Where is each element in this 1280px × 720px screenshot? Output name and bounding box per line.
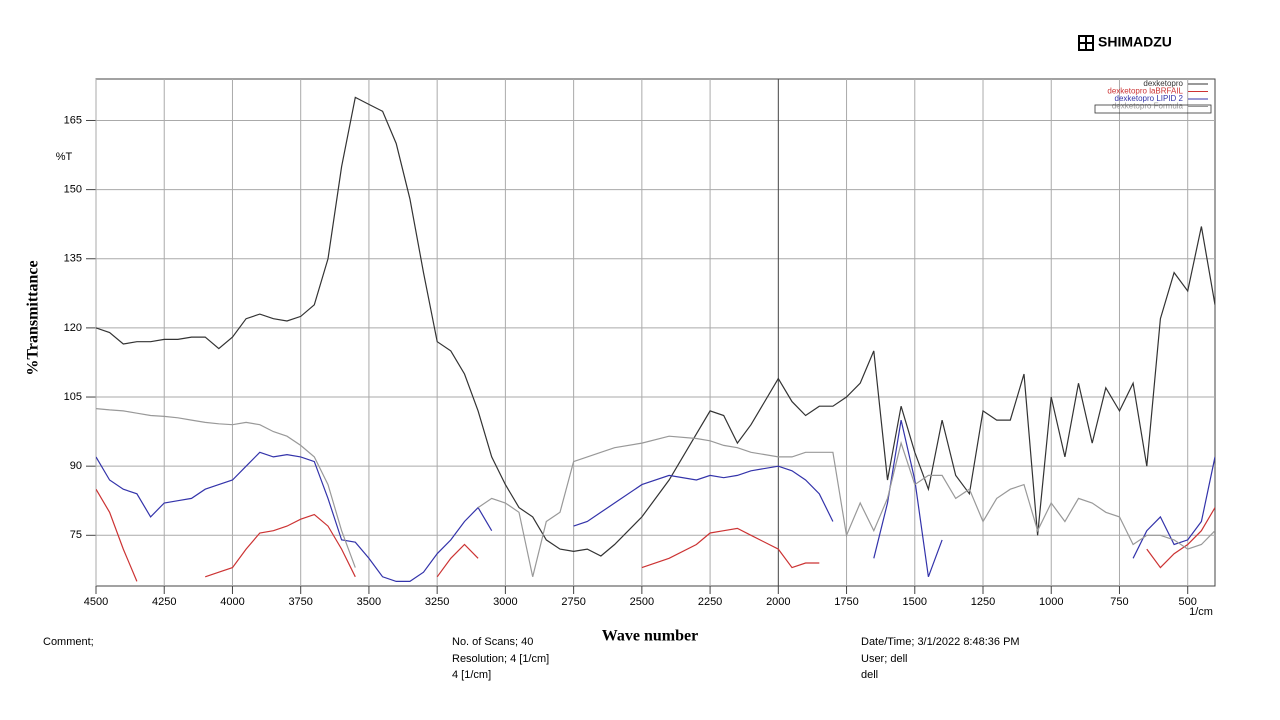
legend-label: dexketopro laBRFAIL [1107, 87, 1183, 96]
brand: SHIMADZU [1098, 34, 1172, 50]
x-tick-label: 3500 [357, 596, 381, 608]
series-line [96, 419, 1215, 582]
x-tick-label: 750 [1110, 596, 1128, 608]
datetime: Date/Time; 3/1/2022 8:48:36 PM [861, 636, 1020, 648]
x-tick-label: 2000 [766, 596, 790, 608]
legend-label: dexketopro LIPID 2 [1115, 94, 1184, 103]
resolution: Resolution; 4 [1/cm] [452, 653, 549, 665]
series-line [96, 96, 1215, 557]
x-tick-label: 4000 [220, 596, 244, 608]
legend-label: dexketopro [1143, 79, 1183, 88]
scans: No. of Scans; 40 [452, 636, 533, 648]
x-tick-label: 1750 [834, 596, 858, 608]
y-tick-label: 165 [64, 114, 82, 126]
x-tick-label: 3750 [288, 596, 312, 608]
x-tick-label: 500 [1179, 596, 1197, 608]
y-unit: %T [56, 151, 73, 163]
plot-area [96, 96, 1215, 582]
y-axis-title: %Transmittance [25, 260, 42, 375]
y-tick-label: 90 [70, 460, 82, 472]
y-tick-label: 120 [64, 322, 82, 334]
user: dell [861, 669, 878, 681]
x-tick-label: 1000 [1039, 596, 1063, 608]
logo: SHIMADZU [1078, 34, 1172, 51]
series-line [96, 488, 1215, 582]
x-unit: 1/cm [1189, 606, 1213, 618]
resolution: 4 [1/cm] [452, 669, 491, 681]
y-tick-label: 75 [70, 529, 82, 541]
x-tick-label: 4250 [152, 596, 176, 608]
user: User; dell [861, 653, 907, 665]
y-tick-label: 135 [64, 253, 82, 265]
legend-label: dexketopro Formula [1112, 102, 1184, 111]
x-tick-label: 2500 [630, 596, 654, 608]
series-line [96, 408, 1215, 577]
y-tick-label: 105 [64, 391, 82, 403]
x-tick-label: 1250 [971, 596, 995, 608]
x-tick-label: 1500 [903, 596, 927, 608]
x-tick-label: 2750 [561, 596, 585, 608]
comment: Comment; [43, 636, 94, 648]
y-tick-label: 150 [64, 184, 82, 196]
legend-box [1094, 104, 1212, 114]
x-tick-label: 2250 [698, 596, 722, 608]
x-tick-label: 4500 [84, 596, 108, 608]
x-tick-label: 3250 [425, 596, 449, 608]
x-tick-label: 3000 [493, 596, 517, 608]
x-axis-title: Wave number [602, 628, 698, 645]
